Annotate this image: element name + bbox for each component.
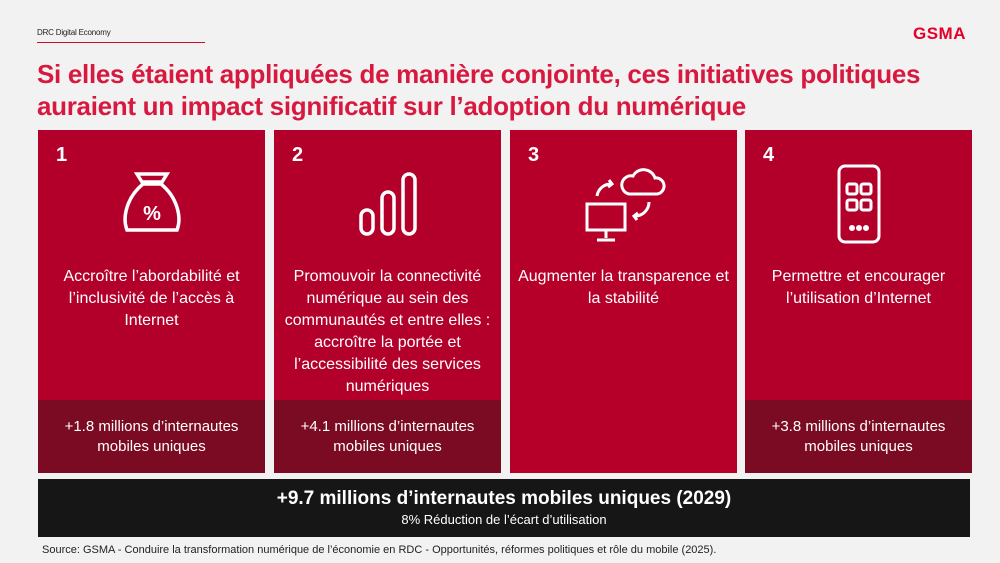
- page-title: Si elles étaient appliquées de manière c…: [37, 59, 921, 121]
- section-label: DRC Digital Economy: [37, 28, 111, 37]
- card-number: 2: [292, 144, 304, 166]
- card-result: +3.8 millions d’internautes mobiles uniq…: [745, 400, 972, 473]
- card-text: Permettre et encourager l’utilisation d’…: [771, 268, 946, 307]
- card-number: 1: [56, 144, 68, 166]
- gsma-logo: GSMA: [913, 24, 966, 43]
- card-result: +1.8 millions d’internautes mobiles uniq…: [38, 400, 265, 473]
- money-bag-percent-icon: %: [122, 172, 181, 232]
- cloud-monitor-sync-icon: [585, 168, 666, 242]
- header-divider: [37, 42, 205, 43]
- total-impact-bar: +9.7 millions d’internautes mobiles uniq…: [38, 479, 970, 537]
- initiative-card-3: 3 Augmenter la transparence et la stabil…: [510, 130, 737, 473]
- total-subline: 8% Réduction de l’écart d’utilisation: [401, 512, 607, 527]
- initiative-card-4: 4 Permettre et encourager l’utilisation …: [745, 130, 972, 473]
- card-result: +4.1 millions d’internautes mobiles uniq…: [274, 400, 501, 473]
- card-number: 3: [528, 144, 540, 166]
- card-text: Accroître l’abordabilité et l’inclusivit…: [63, 268, 240, 329]
- initiative-card-2: 2 Promouvoir la connectivité numérique a…: [274, 130, 501, 473]
- source-note: Source: GSMA - Conduire la transformatio…: [42, 544, 717, 556]
- card-result: [510, 400, 737, 473]
- svg-text:%: %: [143, 203, 161, 225]
- smartphone-apps-icon: [837, 164, 880, 244]
- signal-bars-icon: [358, 172, 417, 236]
- card-number: 4: [763, 144, 775, 166]
- card-text: Promouvoir la connectivité numérique au …: [284, 268, 491, 395]
- card-text: Augmenter la transparence et la stabilit…: [518, 268, 729, 307]
- total-headline: +9.7 millions d’internautes mobiles uniq…: [276, 488, 732, 509]
- initiative-card-1: 1 % Accroître l’abordabilité et l’inclus…: [38, 130, 265, 473]
